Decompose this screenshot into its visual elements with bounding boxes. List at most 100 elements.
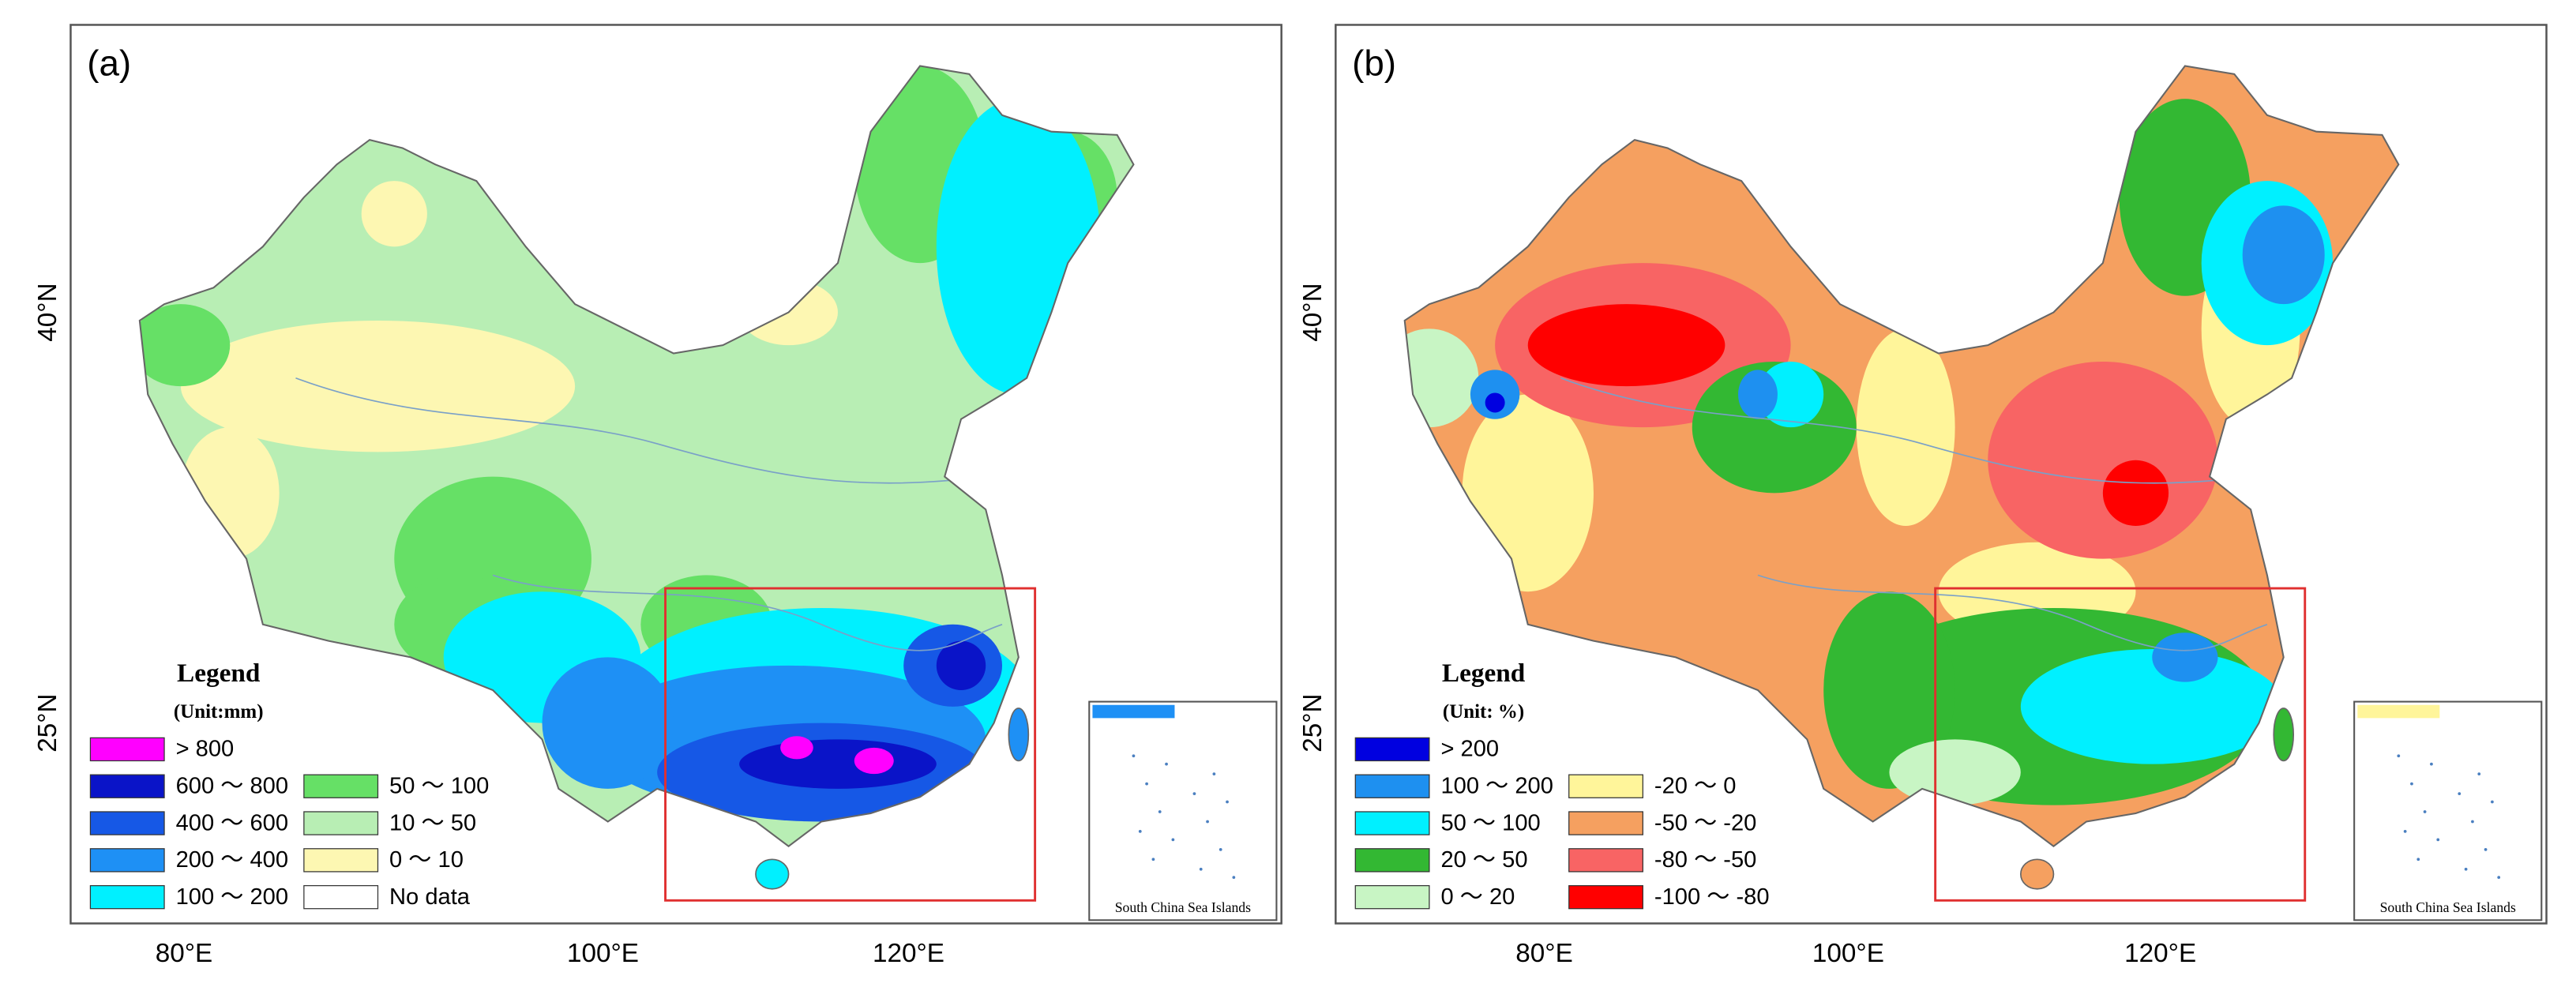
lon-label: 80°E — [156, 939, 212, 968]
legend-label: No data — [389, 884, 471, 910]
legend-swatch — [303, 848, 379, 873]
legend-label: 10 ～ 50 — [389, 810, 476, 835]
study-area-box — [1934, 587, 2307, 902]
lon-label: 120°E — [2124, 939, 2196, 968]
region — [739, 739, 937, 789]
taiwan — [2273, 708, 2295, 762]
legend-swatch — [1568, 884, 1643, 910]
river — [295, 377, 986, 484]
lon-label: 120°E — [873, 939, 944, 968]
region — [2152, 633, 2218, 682]
inset-island — [1145, 782, 1148, 786]
legend-swatch — [1354, 884, 1430, 910]
lon-label: 100°E — [1812, 939, 1884, 968]
inset-island — [2477, 772, 2481, 775]
lat-label: 40°N — [1298, 283, 1327, 341]
inset-island — [2397, 754, 2401, 758]
inset-island — [2410, 782, 2413, 786]
legend-label: 100 ～ 200 — [1440, 773, 1553, 798]
panel-label: (a) — [87, 43, 131, 84]
inset-island — [2416, 858, 2420, 861]
inset-island — [1219, 847, 1222, 851]
lon-label: 100°E — [567, 939, 639, 968]
inset-island — [1171, 838, 1175, 842]
legend-swatch — [1354, 848, 1430, 873]
inset-island — [1192, 792, 1196, 795]
river — [1757, 574, 2268, 651]
region — [542, 657, 674, 789]
region — [2020, 649, 2284, 764]
region — [1527, 304, 1725, 387]
legend-label: 100 ～ 200 — [176, 884, 288, 910]
region — [936, 640, 986, 691]
river — [492, 574, 1003, 651]
inset-island — [2403, 830, 2407, 833]
region — [1889, 739, 2021, 805]
region — [1856, 328, 1955, 526]
inset-label: South China Sea Islands — [2380, 899, 2516, 915]
legend-swatch — [303, 811, 379, 835]
legend-label: 600 ～ 800 — [176, 773, 288, 798]
inset-island — [2430, 762, 2433, 766]
legend-swatch — [89, 737, 165, 762]
inset-island — [1158, 810, 1162, 813]
inset-island — [2497, 876, 2501, 880]
inset-island — [1151, 858, 1155, 861]
legend-swatch — [303, 884, 379, 910]
legend-label: 400 ～ 600 — [176, 810, 288, 835]
inset-island — [1226, 800, 1229, 804]
legend-label: -80 ～ -50 — [1654, 847, 1756, 873]
legend-swatch — [1354, 774, 1430, 798]
inset-coast — [2357, 704, 2440, 719]
legend-label: -100 ～ -80 — [1654, 884, 1770, 910]
lat-label: 40°N — [33, 283, 62, 341]
hainan — [755, 858, 790, 890]
lon-label: 80°E — [1515, 939, 1573, 968]
inset-island — [1138, 830, 1142, 833]
inset-island — [2484, 847, 2488, 851]
region — [361, 181, 427, 247]
legend-swatch — [303, 774, 379, 798]
legend-swatch — [1354, 737, 1430, 762]
inset-island — [1212, 772, 1216, 775]
inset-island — [1232, 876, 1236, 880]
legend-unit: (Unit:mm) — [174, 701, 264, 723]
legend-label: > 200 — [1440, 737, 1499, 762]
legend-label: 0 ～ 20 — [1440, 884, 1515, 910]
region — [2242, 205, 2325, 305]
legend-label: 200 ～ 400 — [176, 847, 288, 873]
inset-island — [2458, 792, 2461, 795]
region — [780, 736, 813, 760]
map-panel: South China Sea Islands (b) 80°E 100°E 120°E… — [1298, 24, 2548, 968]
panel-label: (b) — [1352, 43, 1396, 84]
legend-label: 50 ～ 100 — [389, 773, 489, 798]
legend-swatch — [1568, 848, 1643, 873]
legend-swatch — [89, 848, 165, 873]
legend-swatch — [1568, 811, 1643, 835]
legend-title: Legend — [177, 659, 261, 688]
legend-swatch — [1354, 811, 1430, 835]
hainan — [2020, 858, 2055, 890]
inset-frame — [1088, 700, 1278, 922]
region — [1823, 591, 1955, 789]
inset-island — [2423, 810, 2427, 813]
region — [1757, 361, 1824, 428]
region — [139, 304, 231, 387]
legend-swatch — [1568, 774, 1643, 798]
region — [854, 747, 894, 775]
legend-title: Legend — [1442, 659, 1526, 688]
legend-label: -50 ～ -20 — [1654, 810, 1756, 835]
legend-swatch — [89, 811, 165, 835]
legend-label: 20 ～ 50 — [1440, 847, 1527, 873]
lat-label: 25°N — [1298, 693, 1327, 752]
legend-swatch — [89, 774, 165, 798]
inset-island — [1132, 754, 1136, 758]
lat-label: 25°N — [33, 693, 62, 752]
inset-island — [1206, 820, 1209, 824]
legend-label: 0 ～ 10 — [389, 847, 464, 873]
inset-island — [2471, 820, 2474, 824]
river — [1560, 377, 2251, 484]
inset-label: South China Sea Islands — [1115, 899, 1251, 915]
region — [1738, 370, 1778, 419]
